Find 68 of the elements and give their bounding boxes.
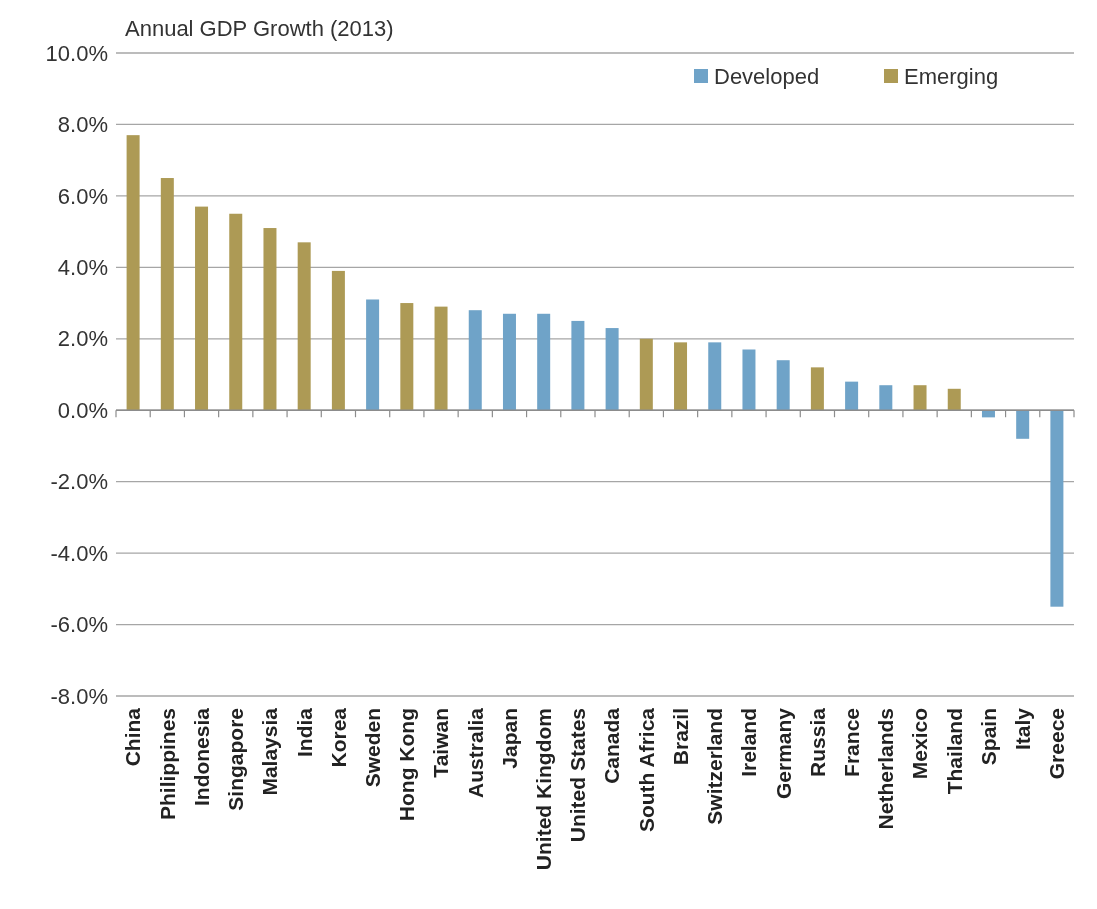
y-tick-label: 8.0%	[57, 112, 108, 138]
bar	[879, 385, 893, 411]
x-tick-label: South Africa	[634, 707, 658, 833]
x-tick-label: China	[121, 707, 145, 767]
x-tick-label: Japan	[497, 708, 521, 769]
bar	[947, 388, 961, 411]
x-tick-label: Russia	[805, 707, 829, 777]
x-tick-label: Sweden	[360, 708, 384, 788]
bar	[1050, 410, 1064, 607]
bar	[674, 342, 688, 411]
bar	[708, 342, 722, 411]
x-tick-label: Brazil	[668, 708, 692, 766]
y-tick-label: -4.0%	[50, 540, 108, 566]
bar	[195, 206, 209, 411]
bar	[571, 320, 585, 411]
bar	[297, 242, 311, 411]
bar	[742, 349, 756, 411]
bar	[126, 135, 140, 411]
legend-label: Emerging	[904, 63, 999, 89]
bar	[913, 385, 927, 411]
x-tick-label: Thailand	[942, 708, 966, 795]
y-tick-label: 0.0%	[57, 397, 108, 423]
bar	[537, 313, 551, 411]
x-tick-label: Australia	[463, 707, 487, 798]
x-tick-label: Hong Kong	[395, 708, 419, 822]
x-tick-label: Spain	[976, 708, 1000, 766]
x-tick-label: Italy	[1011, 707, 1035, 751]
x-tick-label: United States	[566, 708, 590, 843]
bar	[639, 338, 653, 411]
bar	[776, 360, 790, 411]
y-tick-label: -2.0%	[50, 469, 108, 495]
y-tick-label: -8.0%	[50, 683, 108, 709]
bar	[468, 310, 482, 411]
y-tick-label: -6.0%	[50, 612, 108, 638]
x-tick-label: Taiwan	[429, 708, 453, 778]
bar	[605, 328, 619, 411]
x-tick-label: Netherlands	[874, 708, 898, 830]
bar	[845, 381, 859, 411]
x-tick-label: Greece	[1045, 708, 1069, 780]
x-tick-label: Korea	[326, 707, 350, 768]
x-tick-label: Canada	[600, 707, 624, 784]
x-tick-label: Indonesia	[189, 707, 213, 807]
bar	[502, 313, 516, 411]
y-tick-label: 6.0%	[57, 183, 108, 209]
bar	[263, 228, 277, 411]
bar	[160, 178, 174, 411]
y-tick-label: 10.0%	[45, 40, 108, 66]
x-tick-label: France	[839, 708, 863, 777]
x-tick-label: Germany	[771, 707, 795, 800]
x-tick-label: Philippines	[155, 708, 179, 821]
legend-label: Developed	[714, 63, 820, 89]
bar	[434, 306, 448, 411]
bar	[400, 303, 414, 411]
chart-title: Annual GDP Growth (2013)	[125, 16, 394, 41]
bar	[229, 213, 243, 411]
x-tick-label: Mexico	[908, 708, 932, 780]
y-tick-label: 4.0%	[57, 255, 108, 281]
y-tick-label: 2.0%	[57, 326, 108, 352]
x-tick-label: Malaysia	[258, 707, 282, 796]
bar	[810, 367, 824, 411]
x-tick-label: India	[292, 707, 316, 758]
x-tick-label: United Kingdom	[532, 708, 556, 871]
x-tick-label: Singapore	[224, 708, 248, 811]
bar	[366, 299, 380, 411]
x-tick-label: Ireland	[737, 708, 761, 777]
x-tick-label: Switzerland	[703, 708, 727, 825]
bar	[331, 270, 345, 411]
bar	[1016, 410, 1030, 439]
